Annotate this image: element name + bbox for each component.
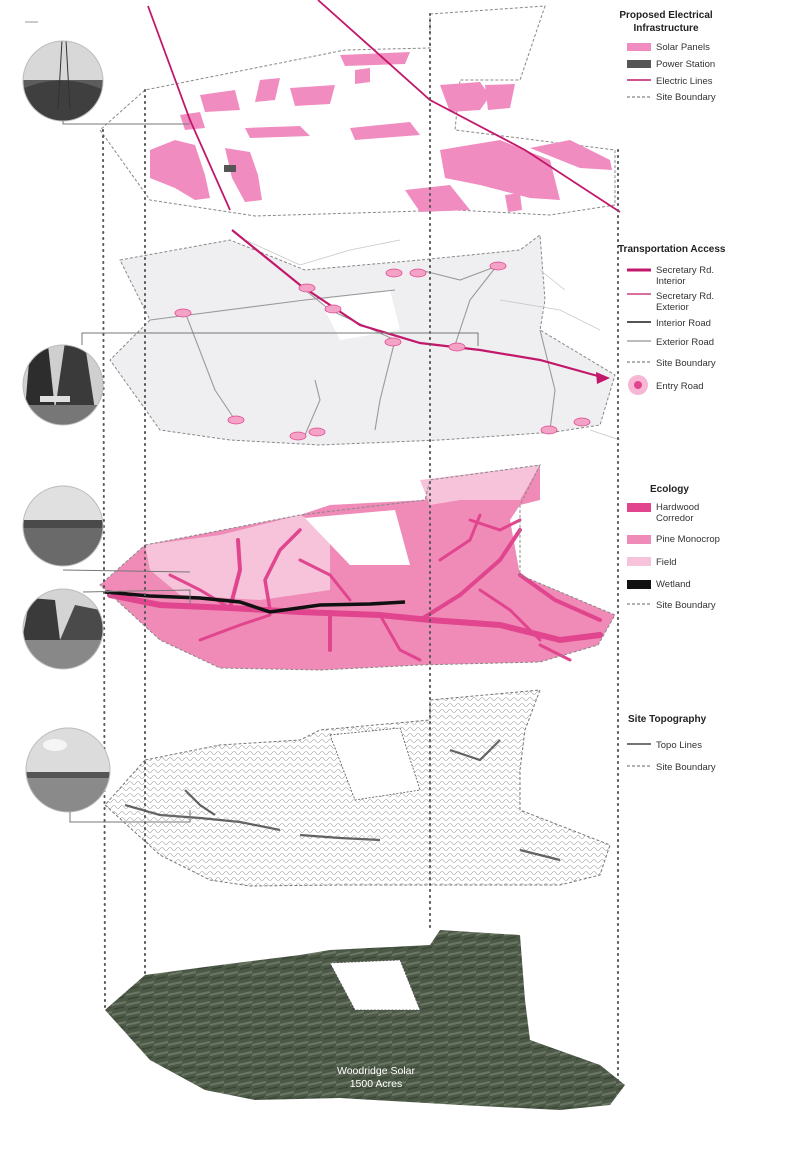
electric-line-1: [147, 5, 231, 211]
photo-wetland: [22, 588, 191, 670]
legend-secretary-exterior-1: Secretary Rd.: [656, 291, 714, 302]
legend-hardwood-label-2: Corredor: [656, 513, 694, 524]
legend-ecology: Ecology Hardwood Corredor Pine Monocrop …: [627, 484, 720, 611]
road-arrow: [596, 372, 610, 384]
legend-solar-swatch: [627, 43, 651, 51]
legend-transport-title: Transportation Access: [618, 244, 726, 255]
transport-site-boundary: [109, 234, 616, 446]
photo-topography: [25, 727, 191, 823]
legend-secretary-exterior-2: Exterior: [656, 302, 689, 313]
legend-field-label: Field: [656, 557, 677, 568]
solar-panels: [150, 52, 612, 212]
ecology-field-2: [420, 465, 540, 505]
legend-solar-label: Solar Panels: [656, 42, 710, 53]
legend-boundary-label-1: Site Boundary: [656, 92, 716, 103]
ecology-layer: [99, 464, 616, 671]
legend-transport: Transportation Access Secretary Rd. Inte…: [618, 244, 726, 395]
topo-notch: [329, 727, 421, 801]
site-caption-line1: Woodridge Solar: [337, 1065, 416, 1077]
legend-topography: Site Topography Topo Lines Site Boundary: [627, 714, 716, 773]
transport-layer: [109, 229, 621, 446]
legend-ecology-title: Ecology: [650, 484, 689, 495]
legend-topo-label: Topo Lines: [656, 740, 702, 751]
photo-forest-gate: [22, 332, 479, 426]
legend-wetland-swatch: [627, 580, 651, 589]
legend-secretary-interior-1: Secretary Rd.: [656, 265, 714, 276]
legend-boundary-label-3: Site Boundary: [656, 600, 716, 611]
electric-line-2: [317, 0, 621, 213]
transport-notch: [320, 290, 400, 340]
hardwood-corridors: [107, 513, 603, 662]
ecology-site-boundary: [99, 464, 616, 671]
legend-field-swatch: [627, 557, 651, 566]
satellite-layer: Woodridge Solar 1500 Acres: [105, 930, 625, 1110]
legend-pine-label: Pine Monocrop: [656, 534, 720, 545]
legend-entry-swatch-inner: [634, 381, 642, 389]
legend-electric-label: Electric Lines: [656, 76, 713, 87]
legend-power-swatch: [627, 60, 651, 68]
entry-points: [174, 261, 591, 441]
legend-hardwood-swatch: [627, 503, 651, 512]
site-caption-line2: 1500 Acres: [350, 1078, 403, 1090]
legend-boundary-label-4: Site Boundary: [656, 762, 716, 773]
ecology-pine-base: [100, 465, 615, 670]
legend-electrical-title-1: Proposed Electrical: [619, 10, 713, 21]
layer-connectors: [102, 13, 619, 1086]
secretary-road: [231, 229, 606, 380]
satellite-notch: [329, 959, 421, 1011]
legend-topography-title: Site Topography: [628, 714, 707, 725]
wetland: [104, 590, 406, 614]
legend-pine-swatch: [627, 535, 651, 544]
legend-electrical-title-2: Infrastructure: [633, 23, 698, 34]
legend-interior-road-label: Interior Road: [656, 318, 711, 329]
satellite-base: [105, 930, 625, 1110]
ecology-notch: [305, 510, 410, 565]
power-station: [224, 165, 236, 172]
legend-secretary-interior-2: Interior: [656, 276, 686, 287]
legend-entry-label: Entry Road: [656, 381, 704, 392]
electrical-layer: [99, 0, 621, 217]
legend-power-label: Power Station: [656, 59, 715, 70]
topography-layer: [104, 689, 611, 887]
legend-electrical: Proposed Electrical Infrastructure Solar…: [619, 10, 716, 103]
legend-boundary-label-2: Site Boundary: [656, 358, 716, 369]
legend-wetland-label: Wetland: [656, 579, 691, 590]
legend-hardwood-label-1: Hardwood: [656, 502, 699, 513]
legend-exterior-road-label: Exterior Road: [656, 337, 714, 348]
